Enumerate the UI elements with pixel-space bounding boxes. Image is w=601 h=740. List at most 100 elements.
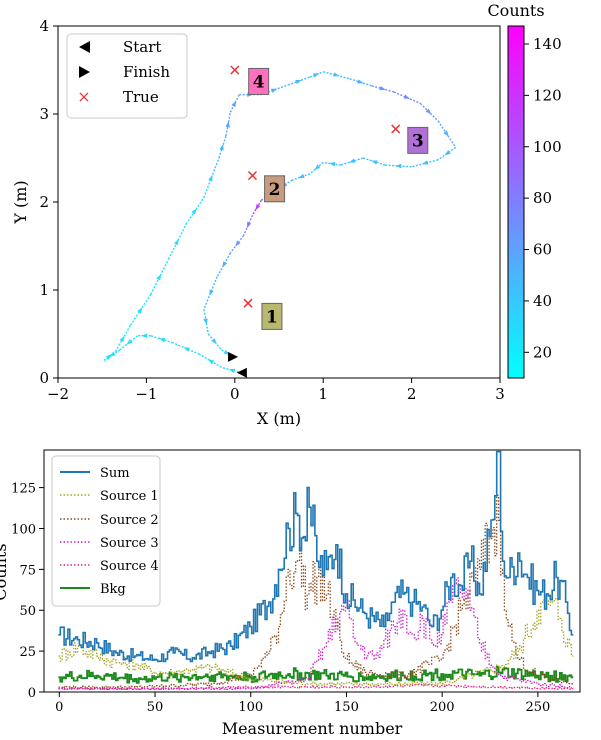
legend-sum-label: Sum [100,466,130,481]
trajectory-ytick-label: 0 [39,369,49,387]
trajectory-arrow [332,72,340,77]
trajectory-arrow [126,339,133,345]
trajectory-segment [411,159,439,168]
estimated-source-box [264,175,286,203]
trajectory-ylabel: Y (m) [11,180,30,224]
series-bkg-line [58,665,574,684]
colorbar-tick-label: 60 [533,241,552,259]
trajectory-ytick-label: 1 [39,281,49,299]
trajectory-arrow [159,338,166,343]
trajectory-arrow [228,368,236,373]
trajectory-arrow [443,130,449,137]
trajectory-arrow [105,354,113,360]
trajectory-segment [203,309,209,335]
series-source2-line [58,494,574,689]
counts-xtick-label: 150 [334,700,359,715]
legend-bkg-label: Bkg [100,582,126,597]
estimated-source-box [407,126,429,154]
trajectory-arrow [421,160,429,165]
trajectory-segment [385,164,412,168]
counts-legend-frame [51,455,161,607]
counts-xtick-label: 250 [525,700,550,715]
legend-start-marker [79,41,90,53]
estimated-source-label: 2 [269,180,281,200]
estimated-source-box [261,302,283,330]
counts-xtick-label: 0 [55,700,63,715]
trajectory-ytick-label: 4 [39,17,49,35]
trajectory-arrow [403,94,410,99]
true-source-marker [391,124,401,134]
trajectory-segment [292,173,311,181]
trajectory-arrow [255,204,261,211]
colorbar [507,25,525,379]
legend-source1-label: Source 1 [100,489,159,504]
trajectory-arrow [329,161,336,167]
counts-ylabel: Counts [0,543,10,600]
trajectory-arrow [219,144,224,151]
trajectory-arrow [156,274,162,281]
counts-xlabel: Measurement number [222,719,403,738]
trajectory-arrow [235,240,241,247]
trajectory-arrow [298,173,305,179]
trajectory-arrow [119,335,125,343]
trajectory-arrow [207,359,215,365]
counts-ytick-label: 100 [11,522,36,537]
trajectory-arrow [425,108,432,115]
estimated-source-label: 1 [266,307,278,327]
true-source-marker [243,298,253,308]
estimated-source-box [248,67,270,95]
trajectory-ytick-label: 2 [39,193,49,211]
estimated-source-label: 3 [412,131,424,151]
trajectory-segment [150,258,170,295]
trajectory-arrow [141,333,148,338]
legend-finish-label: Finish [123,63,170,81]
trajectory-xtick-label: 0 [230,385,240,403]
trajectory-arrow [203,318,208,325]
trajectory-arrow [231,100,237,108]
true-source-marker [230,65,240,75]
colorbar-tick-label: 20 [533,343,552,361]
trajectory-arrow [314,164,321,171]
trajectory-xtick-label: −1 [135,385,157,403]
counts-ytick-label: 75 [19,563,36,578]
colorbar-tick-label: 120 [533,86,562,104]
series-source1-line [58,594,574,687]
trajectory-arrow [349,158,356,163]
trajectory-segment [323,71,350,80]
colorbar-tick-label: 80 [533,189,552,207]
trajectory-segment [167,223,187,260]
counts-xtick-label: 100 [238,700,263,715]
trajectory-arrow [295,79,302,85]
trajectory-legend: Start Finish × True [66,33,188,119]
trajectory-arrow [137,307,143,314]
trajectory-arrow [225,121,230,128]
trajectory-arrow [379,85,386,91]
counts-ytick-label: 0 [28,686,36,701]
counts-xtick-label: 200 [430,700,455,715]
colorbar-tick-label: 40 [533,292,552,310]
trajectory-arrow [208,174,213,182]
trajectory-xlabel: X (m) [257,409,301,428]
colorbar-label: Counts [487,1,544,20]
trajectory-xtick-label: 2 [407,385,417,403]
trajectory-segment [103,349,121,361]
trajectory-arrow [174,238,179,246]
series-sum-line [58,450,574,663]
trajectory-xtick-label: 3 [495,385,505,403]
colorbar-tick-label: 140 [533,35,562,53]
finish-marker [228,351,239,362]
trajectory-arrow [371,160,378,165]
trajectory-segment [199,353,222,369]
trajectory-segment [216,252,231,278]
counts-ytick-label: 25 [19,645,36,660]
trajectory-arrow [222,261,228,268]
counts-chart: 0 50 100 150 200 250 0 25 50 75 100 125 Sum Source … [0,449,581,738]
true-source-marker [247,171,258,181]
legend-source2-label: Source 2 [100,513,159,528]
legend-true-marker: × [77,87,90,106]
trajectory-arrow [209,289,214,296]
trajectory-arrow [211,338,217,345]
trajectory-ytick-label: 3 [39,105,49,123]
trajectory-arrow [312,73,320,78]
colorbar-tick-label: 100 [533,138,562,156]
